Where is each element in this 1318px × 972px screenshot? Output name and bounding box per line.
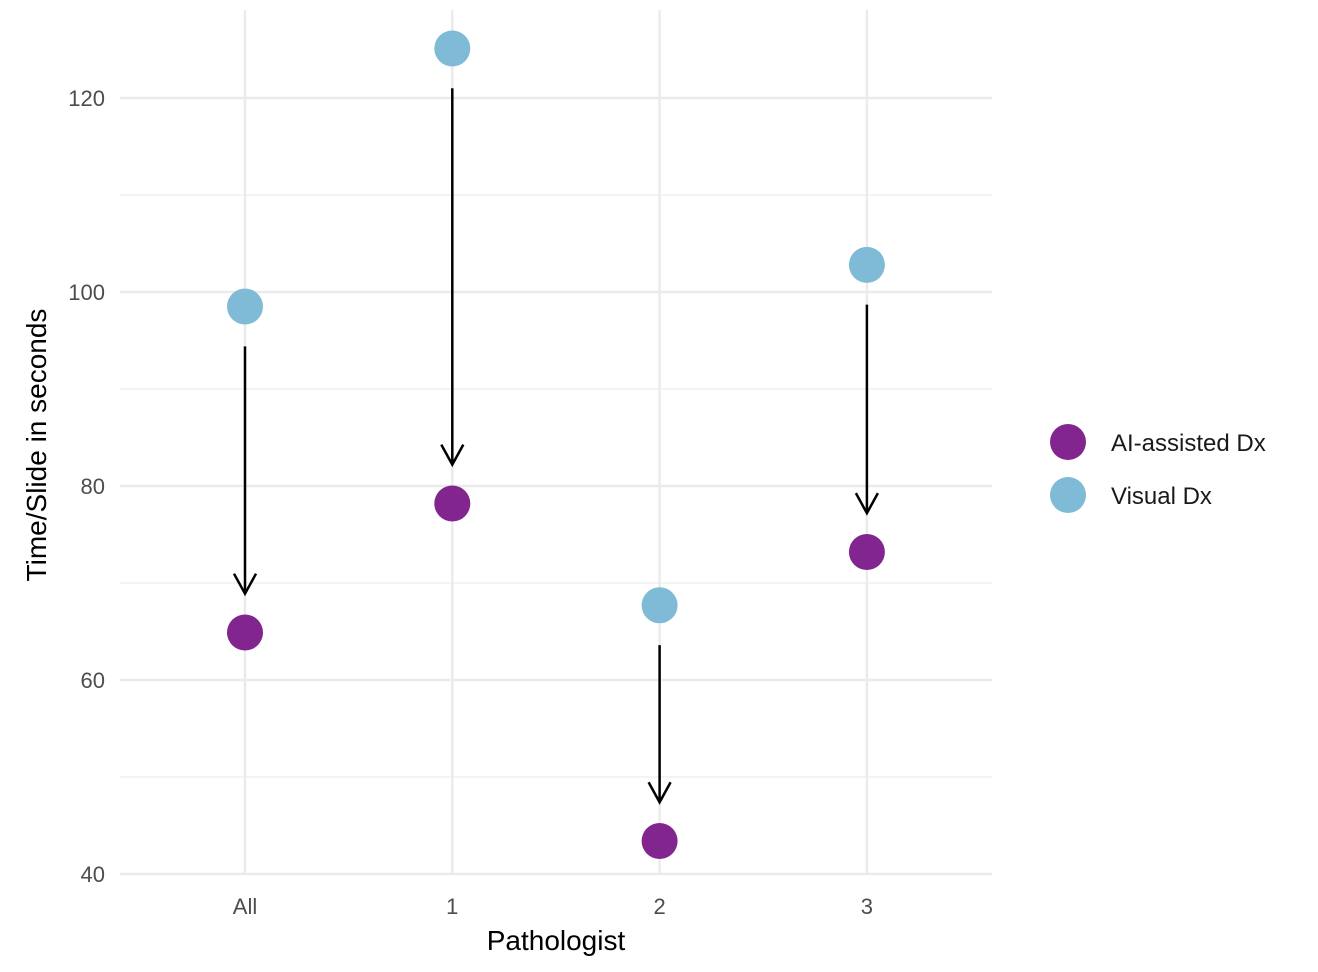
arrow-head — [232, 573, 258, 597]
legend: AI-assisted Dx Visual Dx — [1050, 424, 1266, 513]
legend-key — [1050, 477, 1086, 513]
y-tick-labels: 40 60 80 100 120 — [68, 86, 105, 887]
y-tick-label: 100 — [68, 280, 105, 305]
x-tick-label: 1 — [446, 894, 458, 919]
grid — [120, 10, 992, 876]
point-ai-assisted-dx — [227, 614, 263, 651]
point-ai-assisted-dx — [848, 533, 885, 570]
point-visual-dx — [227, 288, 263, 325]
y-axis-title: Time/Slide in seconds — [21, 309, 52, 582]
y-tick-label: 120 — [68, 86, 105, 111]
x-tick-labels: All 1 2 3 — [233, 894, 873, 919]
arrow — [440, 88, 465, 468]
legend-key — [1050, 424, 1086, 460]
arrow-head — [647, 781, 672, 805]
arrow-head — [440, 444, 465, 468]
x-axis-title: Pathologist — [487, 925, 626, 956]
y-tick-label: 40 — [81, 862, 105, 887]
point-ai-assisted-dx — [641, 823, 678, 860]
arrow-head — [854, 492, 879, 516]
point-visual-dx — [848, 246, 885, 283]
legend-label: AI-assisted Dx — [1111, 430, 1266, 457]
arrow — [854, 304, 879, 516]
y-tick-label: 60 — [81, 668, 105, 693]
arrow — [232, 346, 258, 597]
arrows — [232, 88, 879, 805]
point-visual-dx — [434, 30, 471, 67]
point-ai-assisted-dx — [434, 485, 471, 522]
x-tick-label: 3 — [861, 894, 873, 919]
x-tick-label: All — [233, 894, 257, 919]
legend-label: Visual Dx — [1111, 483, 1212, 510]
y-tick-label: 80 — [81, 474, 105, 499]
point-visual-dx — [641, 587, 678, 624]
x-tick-label: 2 — [653, 894, 665, 919]
arrow — [647, 645, 672, 805]
points — [227, 30, 885, 860]
